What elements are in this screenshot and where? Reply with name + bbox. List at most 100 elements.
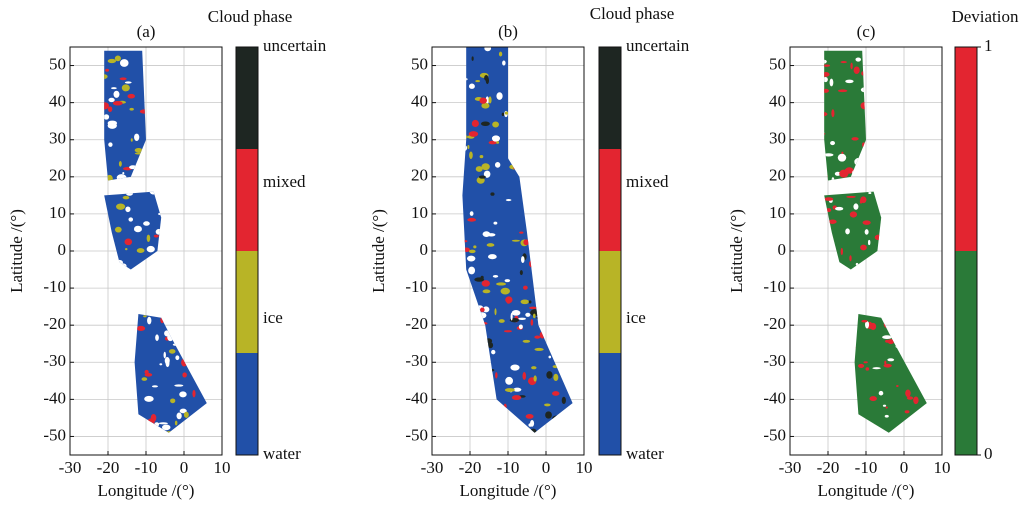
swath-patch (201, 263, 207, 271)
colorbar-label: water (626, 444, 664, 463)
swath-patch (863, 361, 868, 364)
swath-patch (828, 410, 834, 417)
swath-patch (198, 153, 206, 160)
swath-patch (906, 85, 912, 90)
swath-patch (519, 231, 524, 234)
swath-patch (114, 187, 120, 193)
swath-patch (186, 283, 194, 292)
swath-patch (498, 319, 505, 323)
swath-patch (860, 244, 867, 251)
swath-patch (475, 80, 480, 83)
swath-patch (496, 141, 500, 144)
swath-patch (554, 59, 563, 66)
y-tick-label: -20 (763, 314, 786, 333)
swath-patch (529, 239, 539, 247)
swath-patch (833, 412, 836, 418)
y-tick-label: 20 (49, 166, 66, 185)
swath-patch (508, 113, 513, 120)
swath-patch (882, 335, 892, 339)
swath-patch (152, 127, 161, 134)
swath-patch (535, 114, 539, 118)
swath-patch (116, 420, 125, 427)
swath-patch (474, 397, 477, 403)
swath-patch (552, 391, 560, 396)
swath-patch (503, 403, 507, 410)
x-tick-label: -20 (817, 458, 840, 477)
swath-patch (826, 407, 832, 415)
swath-patch (171, 133, 181, 137)
swath-patch (883, 363, 892, 368)
colorbar-tick-label: 1 (984, 36, 993, 55)
swath-patch (824, 88, 829, 93)
swath-patch (890, 68, 895, 72)
colorbar-label: ice (626, 308, 646, 327)
swath-patch (122, 372, 132, 377)
swath-patch (143, 221, 150, 226)
swath-patch (462, 374, 469, 380)
swath-patch (496, 92, 503, 100)
swath-patch (521, 256, 525, 263)
swath-patch (907, 296, 915, 303)
y-tick-label: 50 (769, 54, 786, 73)
swath-patch (486, 243, 495, 247)
swath-patch (824, 71, 830, 77)
swath-patch (125, 206, 131, 213)
swath-patch (894, 280, 904, 286)
swath-patch (487, 368, 495, 372)
y-tick-label: 30 (769, 129, 786, 148)
swath-patch (883, 321, 893, 329)
swath-patch (104, 400, 111, 404)
y-tick-label: 40 (49, 92, 66, 111)
swath-patch (488, 140, 497, 145)
swath-patch (546, 80, 550, 88)
y-tick-label: -40 (43, 388, 66, 407)
swath-patch (148, 259, 151, 266)
swath-patch (202, 193, 207, 201)
swath-patch (183, 411, 189, 418)
swath-patch (882, 119, 890, 123)
swath-patch (912, 302, 917, 310)
swath-patch (504, 111, 509, 115)
swath-patch (107, 120, 118, 126)
x-tick-label: -10 (497, 458, 520, 477)
swath-patch (546, 371, 553, 379)
swath-patch (913, 56, 917, 64)
swath-patch (126, 191, 133, 196)
swath-patch (834, 171, 841, 176)
swath-patch (160, 102, 163, 107)
swath-patch (522, 339, 531, 343)
x-tick-label: -20 (459, 458, 482, 477)
swath-patch (858, 363, 865, 369)
swath-patch (490, 408, 496, 413)
swath-patch (923, 339, 926, 344)
swath-patch (840, 61, 847, 64)
swath-patch (168, 168, 178, 172)
swath-patch (157, 305, 165, 309)
swath-patch (824, 76, 828, 83)
swath-patch (511, 309, 521, 316)
swath-patch (118, 415, 125, 423)
swath-patch (887, 358, 895, 362)
swath-patch (173, 142, 183, 146)
swath-patch (468, 266, 476, 275)
swath-patch (469, 151, 473, 159)
swath-patch (467, 217, 477, 222)
swath-patch (561, 269, 568, 277)
swath-patch (549, 348, 557, 354)
swath-patch (824, 166, 826, 172)
swath-patch (208, 66, 210, 68)
swath-patch (108, 97, 115, 103)
colorbar-segment (236, 149, 258, 251)
swath-patch (890, 271, 901, 279)
swath-patch (852, 435, 859, 438)
swath-patch (930, 380, 934, 385)
swath-patch (923, 128, 927, 132)
swath-patch (846, 195, 856, 198)
swath-patch (920, 407, 927, 416)
swath-patch (530, 185, 533, 194)
swath-patch (555, 281, 560, 286)
swath-patch (835, 206, 844, 211)
swath-patch (468, 131, 479, 137)
swath-patch (99, 76, 102, 80)
